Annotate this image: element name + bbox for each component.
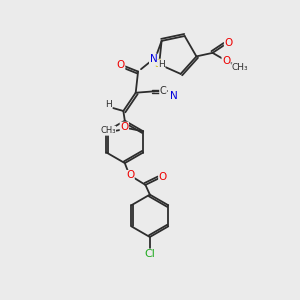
- Text: O: O: [117, 60, 125, 70]
- Text: O: O: [159, 172, 167, 182]
- Text: CH₃: CH₃: [100, 126, 116, 135]
- Text: C: C: [160, 86, 167, 96]
- Text: CH₃: CH₃: [232, 63, 249, 72]
- Text: S: S: [154, 59, 161, 69]
- Text: H: H: [105, 100, 112, 109]
- Text: O: O: [222, 56, 230, 66]
- Text: O: O: [120, 122, 128, 132]
- Text: N: N: [149, 54, 157, 64]
- Text: N: N: [170, 91, 178, 101]
- Text: H: H: [158, 60, 165, 69]
- Text: Cl: Cl: [144, 249, 155, 259]
- Text: O: O: [126, 170, 134, 181]
- Text: O: O: [224, 38, 232, 48]
